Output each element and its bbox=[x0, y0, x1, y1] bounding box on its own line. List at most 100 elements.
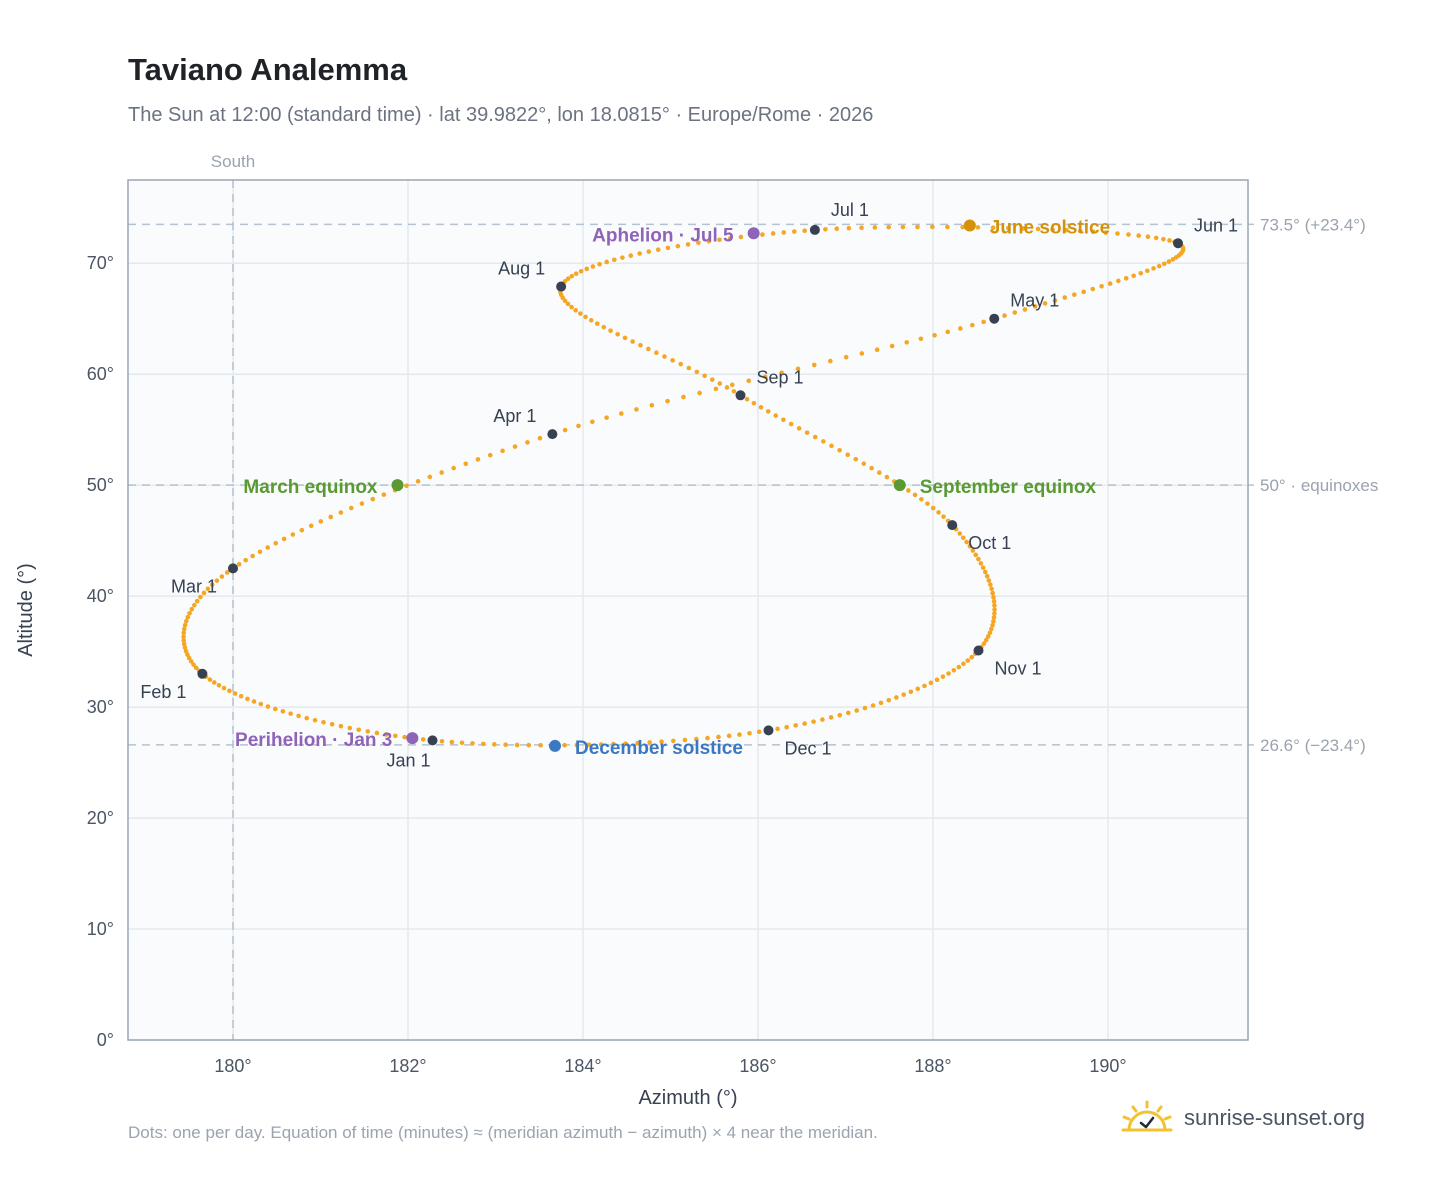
daily-dot bbox=[598, 742, 604, 747]
daily-dot bbox=[716, 734, 721, 740]
daily-dot bbox=[991, 594, 996, 600]
daily-dot bbox=[932, 332, 937, 338]
daily-dot bbox=[670, 358, 675, 363]
daily-dot bbox=[236, 562, 242, 567]
daily-dot bbox=[565, 301, 571, 307]
daily-dot bbox=[584, 266, 590, 272]
month-marker bbox=[763, 725, 774, 736]
daily-dot bbox=[957, 531, 963, 536]
daily-dot bbox=[512, 444, 518, 449]
daily-dot bbox=[678, 361, 684, 367]
daily-dot bbox=[975, 225, 981, 230]
plot-area bbox=[128, 180, 1248, 1040]
daily-dot bbox=[854, 708, 859, 713]
month-label: Jun 1 bbox=[1194, 215, 1238, 235]
daily-dot bbox=[402, 734, 407, 740]
daily-dot bbox=[744, 396, 750, 402]
month-label: Mar 1 bbox=[171, 576, 217, 596]
daily-dot bbox=[655, 247, 661, 253]
daily-dot bbox=[802, 228, 807, 233]
daily-dot bbox=[288, 711, 293, 716]
daily-dot bbox=[894, 695, 899, 700]
daily-dot bbox=[731, 389, 737, 394]
daily-dot bbox=[751, 400, 757, 406]
daily-dot bbox=[765, 409, 771, 414]
daily-dot bbox=[365, 729, 371, 734]
event-label: September equinox bbox=[920, 477, 1097, 498]
daily-dot bbox=[930, 505, 936, 511]
daily-dot bbox=[189, 606, 195, 612]
daily-dot bbox=[1170, 257, 1176, 262]
daily-dot bbox=[562, 427, 568, 433]
daily-dot bbox=[729, 382, 735, 388]
daily-dot bbox=[1156, 263, 1162, 269]
daily-dot bbox=[837, 447, 842, 453]
daily-dot bbox=[1116, 278, 1121, 284]
daily-dot bbox=[1138, 270, 1144, 276]
daily-dot bbox=[257, 549, 263, 555]
month-marker bbox=[556, 281, 567, 292]
daily-dot bbox=[296, 713, 301, 719]
month-label: May 1 bbox=[1010, 291, 1059, 311]
daily-dot bbox=[420, 737, 426, 742]
daily-dot bbox=[193, 665, 199, 671]
daily-dot bbox=[901, 692, 906, 697]
daily-dot bbox=[281, 536, 287, 542]
daily-dot bbox=[381, 492, 387, 497]
chart-subtitle: The Sun at 12:00 (standard time) · lat 3… bbox=[128, 104, 874, 126]
daily-dot bbox=[608, 328, 613, 334]
daily-dot bbox=[188, 659, 194, 664]
daily-dot bbox=[251, 699, 257, 704]
daily-dot bbox=[746, 378, 752, 384]
daily-dot bbox=[1126, 232, 1131, 237]
event-marker bbox=[893, 479, 906, 492]
daily-dot bbox=[1099, 283, 1104, 289]
daily-dot bbox=[470, 741, 475, 746]
daily-dot bbox=[290, 532, 296, 537]
daily-dot bbox=[706, 238, 712, 244]
daily-dot bbox=[853, 456, 859, 462]
brand-link[interactable]: sunrise-sunset.org bbox=[1120, 1100, 1365, 1136]
daily-dot bbox=[312, 717, 318, 723]
daily-dot bbox=[919, 496, 924, 502]
daily-dot bbox=[960, 535, 966, 541]
month-marker bbox=[973, 645, 984, 656]
daily-dot bbox=[647, 740, 652, 745]
daily-dot bbox=[415, 479, 421, 484]
daily-dot bbox=[886, 697, 892, 703]
daily-dot bbox=[795, 366, 801, 372]
daily-dot bbox=[985, 634, 991, 639]
daily-dot bbox=[182, 622, 188, 628]
daily-dot bbox=[829, 443, 834, 449]
x-tick-label: 188° bbox=[914, 1056, 951, 1076]
y-tick-label: 50° bbox=[87, 475, 114, 495]
event-marker bbox=[391, 479, 404, 492]
daily-dot bbox=[878, 700, 884, 706]
daily-dot bbox=[980, 565, 986, 570]
daily-dot bbox=[737, 732, 742, 737]
daily-dot bbox=[186, 655, 192, 661]
daily-dot bbox=[738, 234, 744, 240]
daily-dot bbox=[811, 362, 817, 368]
month-marker bbox=[547, 429, 558, 440]
month-marker bbox=[427, 735, 438, 746]
daily-dot bbox=[956, 664, 962, 670]
daily-dot bbox=[224, 570, 230, 575]
daily-dot bbox=[779, 370, 784, 376]
daily-dot bbox=[908, 689, 914, 695]
daily-dot bbox=[181, 626, 187, 632]
daily-dot bbox=[492, 742, 497, 747]
daily-dot bbox=[562, 298, 568, 304]
daily-dot bbox=[191, 662, 196, 667]
daily-dot bbox=[628, 253, 634, 258]
daily-dot bbox=[601, 324, 607, 330]
daily-dot bbox=[612, 257, 617, 263]
daily-dot bbox=[981, 641, 987, 646]
daily-dot bbox=[1032, 304, 1038, 309]
daily-dot bbox=[565, 276, 571, 282]
x-tick-label: 182° bbox=[389, 1056, 426, 1076]
daily-dot bbox=[383, 732, 389, 737]
daily-dot bbox=[989, 586, 994, 592]
daily-dot bbox=[338, 510, 344, 515]
daily-dot bbox=[1042, 301, 1048, 306]
